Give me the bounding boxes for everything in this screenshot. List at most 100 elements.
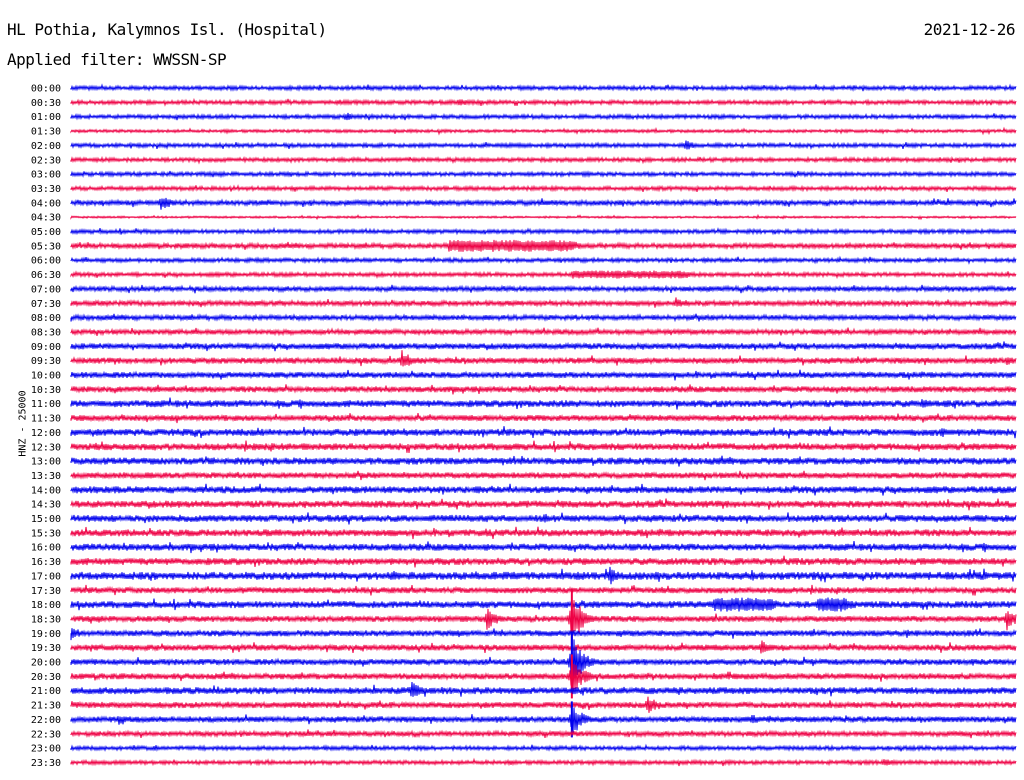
time-tick-label: 10:30 [31, 385, 61, 396]
record-date: 2021-12-26 [923, 20, 1016, 39]
time-tick-label: 23:30 [31, 758, 61, 769]
trace-row [70, 566, 1017, 585]
trace-row [70, 270, 1017, 280]
trace-row [70, 97, 1017, 107]
trace-row [70, 707, 1017, 734]
time-tick-label: 17:00 [31, 571, 61, 582]
time-tick-label: 16:30 [31, 557, 61, 568]
trace-row [70, 483, 1017, 496]
time-tick-label: 17:30 [31, 586, 61, 597]
time-tick-label: 21:00 [31, 686, 61, 697]
time-tick-label: 02:30 [31, 155, 61, 166]
trace-row [70, 413, 1017, 424]
trace-row [70, 213, 1017, 221]
time-tick-label: 00:30 [31, 98, 61, 109]
time-tick-label: 12:30 [31, 442, 61, 453]
trace-row [70, 327, 1017, 337]
trace-row [70, 440, 1017, 454]
time-tick-label: 04:30 [31, 213, 61, 224]
station-title: HL Pothia, Kalymnos Isl. (Hospital) [7, 20, 327, 39]
trace-row [70, 350, 1017, 367]
time-tick-label: 14:30 [31, 500, 61, 511]
time-tick-label: 13:30 [31, 471, 61, 482]
trace-row [70, 597, 1017, 612]
time-tick-label: 06:30 [31, 270, 61, 281]
trace-row [70, 140, 1017, 151]
trace-row [70, 83, 1017, 92]
time-tick-label: 00:00 [31, 84, 61, 95]
trace-row [70, 526, 1017, 540]
time-tick-label: 09:00 [31, 342, 61, 353]
time-tick-label: 18:00 [31, 600, 61, 611]
time-tick-label: 19:30 [31, 643, 61, 654]
time-tick-label: 01:30 [31, 127, 61, 138]
time-tick-label: 18:30 [31, 614, 61, 625]
trace-row [70, 512, 1017, 525]
trace-row [70, 255, 1017, 265]
trace-row [70, 112, 1017, 121]
trace-row [70, 369, 1017, 381]
seismogram-traces [70, 83, 1017, 767]
trace-row [70, 540, 1017, 554]
time-tick-label: 13:00 [31, 457, 61, 468]
trace-row [70, 743, 1017, 753]
trace-row [70, 584, 1017, 596]
trace-row [70, 470, 1017, 481]
time-tick-label: 09:30 [31, 356, 61, 367]
time-tick-label: 19:00 [31, 629, 61, 640]
trace-row [70, 426, 1017, 439]
trace-row [70, 696, 1017, 713]
trace-row [70, 341, 1017, 352]
time-tick-label: 04:00 [31, 198, 61, 209]
trace-row [70, 498, 1017, 511]
time-tick-label: 16:00 [31, 543, 61, 554]
filter-label: Applied filter: WWSSN-SP [7, 50, 227, 69]
time-tick-label: 20:30 [31, 672, 61, 683]
time-tick-label: 15:00 [31, 514, 61, 525]
time-tick-label: 23:00 [31, 744, 61, 755]
trace-row [70, 184, 1017, 193]
trace-row [70, 455, 1017, 467]
trace-row [70, 757, 1017, 767]
trace-row [70, 126, 1017, 136]
time-tick-label: 07:30 [31, 299, 61, 310]
time-tick-label: 03:00 [31, 170, 61, 181]
time-tick-label: 22:00 [31, 715, 61, 726]
trace-row [70, 197, 1017, 210]
time-tick-label: 20:00 [31, 658, 61, 669]
time-tick-label: 12:00 [31, 428, 61, 439]
time-tick-label: 08:30 [31, 327, 61, 338]
trace-row [70, 155, 1017, 165]
trace-row [70, 284, 1017, 294]
time-tick-label: 15:30 [31, 528, 61, 539]
trace-row [70, 634, 1017, 685]
time-tick-label: 14:00 [31, 485, 61, 496]
trace-row [70, 640, 1017, 654]
trace-row [70, 226, 1017, 236]
time-tick-label: 03:30 [31, 184, 61, 195]
time-tick-label: 05:30 [31, 241, 61, 252]
time-tick-label: 02:00 [31, 141, 61, 152]
time-tick-label: 11:30 [31, 414, 61, 425]
trace-row [70, 628, 1017, 641]
trace-row [70, 313, 1017, 323]
time-tick-label: 01:00 [31, 112, 61, 123]
time-tick-label: 11:00 [31, 399, 61, 410]
time-tick-label: 10:00 [31, 371, 61, 382]
time-tick-labels: 00:00 00:30 01:00 01:30 02:00 02:30 03:00 03:30… [31, 84, 61, 769]
trace-row [70, 397, 1017, 410]
time-tick-label: 22:30 [31, 729, 61, 740]
trace-row [70, 657, 1017, 694]
trace-row [70, 555, 1017, 568]
time-tick-label: 06:00 [31, 256, 61, 267]
time-tick-label: 08:00 [31, 313, 61, 324]
time-tick-label: 07:00 [31, 284, 61, 295]
time-tick-label: 21:30 [31, 701, 61, 712]
trace-row [70, 729, 1017, 739]
trace-row [70, 681, 1017, 697]
trace-row [70, 170, 1017, 179]
trace-row [70, 297, 1017, 308]
trace-row [70, 384, 1017, 395]
trace-row [70, 239, 1017, 252]
